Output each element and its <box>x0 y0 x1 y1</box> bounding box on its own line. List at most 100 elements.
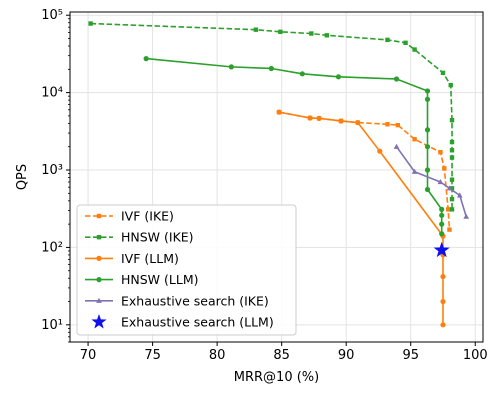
x-tick-label: 100 <box>463 348 488 363</box>
data-point <box>439 231 445 237</box>
data-point <box>463 213 470 219</box>
data-point <box>335 74 342 80</box>
legend-marker <box>96 297 102 303</box>
data-point <box>393 76 400 82</box>
data-point <box>445 207 451 212</box>
data-point <box>449 118 455 123</box>
legend-entry: HNSW (IKE) <box>85 230 194 245</box>
data-point <box>299 71 305 77</box>
data-point <box>433 241 450 258</box>
y-tick-label: 10⁴ <box>41 86 63 101</box>
data-point <box>395 122 401 128</box>
data-point <box>424 186 431 193</box>
series-1 <box>88 21 455 212</box>
legend-marker <box>91 314 107 329</box>
data-point <box>278 29 283 35</box>
data-point <box>88 21 93 26</box>
series-line <box>278 111 451 230</box>
legend-entry: IVF (LLM) <box>85 251 179 266</box>
data-point <box>439 221 445 227</box>
data-point <box>377 148 383 154</box>
data-point <box>439 206 445 212</box>
series-line <box>146 57 443 234</box>
data-point <box>403 40 408 46</box>
data-point <box>355 119 361 126</box>
data-point <box>449 207 455 212</box>
data-point <box>442 166 447 171</box>
x-tick-label: 75 <box>144 348 161 363</box>
y-tick-label: 10³ <box>41 163 63 178</box>
legend-marker <box>96 277 102 283</box>
axis-ticks: 70 75 80 85 90 95 100 10¹ 10² 10³ 10⁴ 10⁵ <box>41 8 487 363</box>
data-point <box>424 127 431 133</box>
x-tick-label: 90 <box>338 348 355 363</box>
y-axis-label: QPS <box>15 164 30 190</box>
legend-box <box>76 204 297 336</box>
data-point <box>253 27 259 32</box>
series-5 <box>433 241 450 258</box>
data-point <box>268 65 274 72</box>
x-tick-label: 95 <box>402 348 419 363</box>
data-point <box>449 155 455 160</box>
series-layer <box>88 21 470 328</box>
data-point <box>437 179 444 185</box>
legend-label: IVF (IKE) <box>121 209 174 224</box>
plot-frame <box>69 11 484 343</box>
data-point <box>449 139 455 145</box>
data-point <box>385 37 390 43</box>
legend-marker <box>96 213 102 219</box>
x-tick-label: 80 <box>209 348 226 363</box>
legend-label: Exhaustive search (IKE) <box>121 293 269 308</box>
legend-entry: HNSW (LLM) <box>85 272 198 287</box>
legend-label: Exhaustive search (LLM) <box>121 315 274 330</box>
data-point <box>440 322 446 328</box>
y-tick-label: 10⁵ <box>41 8 63 23</box>
data-point <box>324 33 330 38</box>
legend-marker <box>96 255 102 261</box>
data-point <box>412 137 417 142</box>
series-2 <box>276 109 446 328</box>
y-tick-label: 10² <box>41 240 63 255</box>
legend-marker <box>96 235 102 240</box>
data-point <box>439 212 445 218</box>
data-point <box>307 115 313 121</box>
data-point <box>143 56 149 62</box>
series-line <box>395 146 467 217</box>
data-point <box>449 196 455 202</box>
data-point <box>449 148 455 153</box>
data-point <box>424 96 431 102</box>
data-point <box>338 118 344 124</box>
data-point <box>424 88 431 94</box>
data-point <box>412 47 417 52</box>
series-3 <box>143 56 445 237</box>
data-point <box>448 82 453 88</box>
x-tick-label: 70 <box>80 348 97 363</box>
data-point <box>385 122 390 127</box>
series-line <box>278 111 444 325</box>
legend-entry: Exhaustive search (IKE) <box>85 293 269 308</box>
data-point <box>316 115 322 121</box>
legend: IVF (IKE) HNSW (IKE) IVF (LLM) HNSW (LLM) Ex… <box>76 204 297 336</box>
data-point <box>424 144 431 150</box>
data-point <box>440 298 446 305</box>
data-point <box>440 70 446 76</box>
legend-entry: IVF (IKE) <box>85 209 174 224</box>
x-axis-label: MRR@10 (%) <box>234 370 319 385</box>
series-line <box>90 22 453 210</box>
data-point <box>456 192 463 198</box>
legend-label: HNSW (IKE) <box>121 230 194 245</box>
y-tick-label: 10¹ <box>41 318 63 333</box>
data-point <box>424 167 431 173</box>
data-point <box>440 273 446 280</box>
data-point <box>276 109 282 115</box>
x-tick-label: 85 <box>273 348 290 363</box>
data-point <box>446 185 453 191</box>
data-point <box>438 149 443 155</box>
legend-entry: Exhaustive search (LLM) <box>91 314 274 330</box>
data-point <box>449 177 455 182</box>
data-point <box>228 64 234 70</box>
data-point <box>449 186 455 191</box>
data-point <box>393 143 400 149</box>
legend-label: HNSW (LLM) <box>121 272 198 287</box>
